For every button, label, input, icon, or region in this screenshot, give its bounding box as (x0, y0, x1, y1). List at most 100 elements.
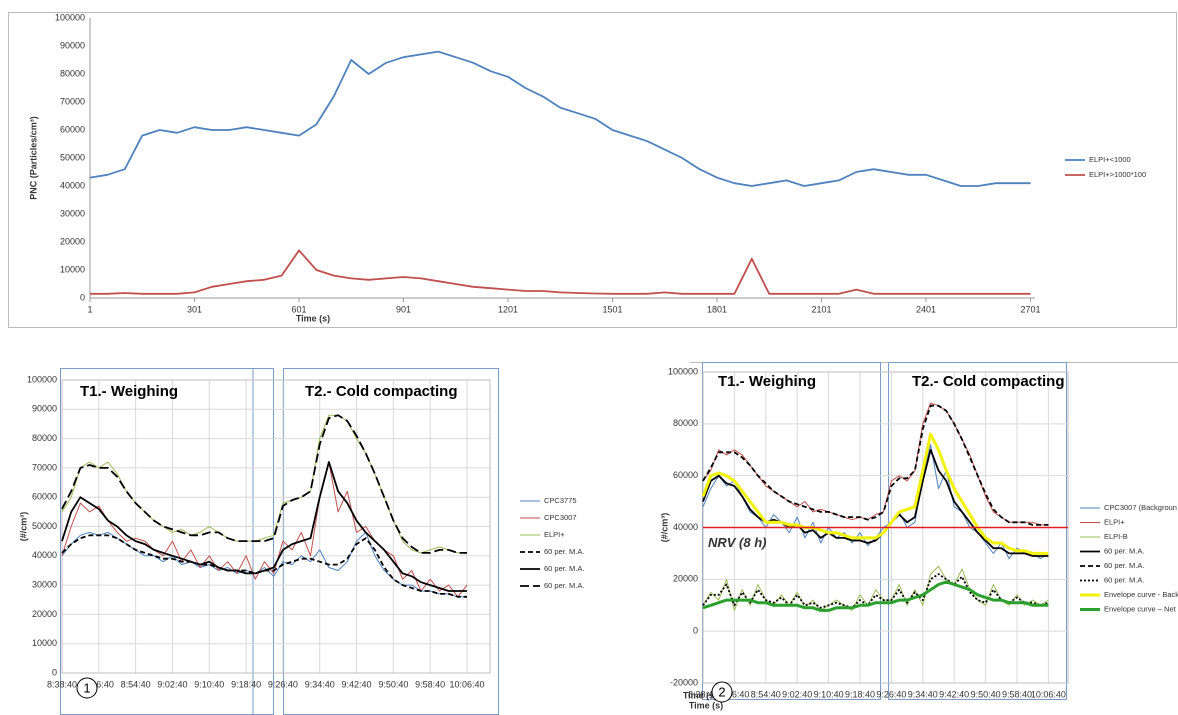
x-tick-label: 9:50:40 (971, 689, 1001, 699)
y-tick-label: -20000 (670, 677, 698, 687)
y-tick-label: 0 (80, 292, 85, 302)
series-line (90, 249, 1031, 295)
x-tick-label: 10:06:40 (449, 679, 484, 689)
annotation: T1.- Weighing (80, 383, 178, 400)
annotation: T2.- Cold compacting (305, 383, 458, 400)
x-tick-label: 9:10:40 (814, 689, 844, 699)
series-line (61, 414, 467, 554)
y-axis-label: (#/cm³) (18, 512, 28, 542)
y-tick-label: 60000 (32, 492, 57, 502)
y-tick-label: 60000 (60, 124, 85, 134)
legend-label: 60 per. M.A. (544, 547, 584, 556)
y-tick-label: 20000 (60, 236, 85, 246)
legend-label: CPC3775 (544, 496, 577, 505)
x-tick-label: 9:58:40 (415, 679, 445, 689)
x-tick-label: 9:50:40 (378, 679, 408, 689)
x-tick-label: 9:18:40 (231, 679, 261, 689)
y-tick-label: 100000 (27, 374, 57, 384)
x-tick-label: 2101 (811, 304, 831, 314)
y-tick-label: 50000 (60, 152, 85, 162)
y-tick-label: 40000 (673, 522, 698, 532)
x-tick-label: 2401 (916, 304, 936, 314)
phase-box (888, 362, 1067, 700)
x-tick-label: 9:42:40 (342, 679, 372, 689)
x-tick-label: 8:54:40 (751, 689, 781, 699)
y-tick-label: 60000 (673, 470, 698, 480)
x-tick-label: 9:02:40 (782, 689, 812, 699)
x-tick-label: 9:34:40 (305, 679, 335, 689)
x-tick-label: 8:46:40 (84, 679, 114, 689)
legend-label: CPC3007 (Backgroun (1104, 503, 1177, 512)
legend-label: Envelope curve - Backgrou (1104, 590, 1178, 599)
x-tick-label: 1801 (707, 304, 727, 314)
x-tick-label: 2701 (1020, 304, 1040, 314)
series-line (61, 461, 468, 598)
x-tick-label: 8:38:40 (47, 679, 77, 689)
y-tick-label: 50000 (32, 521, 57, 531)
x-tick-label: 9:10:40 (194, 679, 224, 689)
series-line (89, 50, 1031, 187)
annotation: T2.- Cold compacting (912, 373, 1065, 390)
annotation: T1.- Weighing (718, 373, 816, 390)
legend-label: 60 per. M.A. (1104, 575, 1144, 584)
phase-box (283, 368, 499, 715)
legend-label: Envelope curve – Net sign (1104, 604, 1178, 613)
x-tick-label: 301 (187, 304, 202, 314)
chart-frame (8, 12, 1177, 328)
y-tick-label: 70000 (32, 462, 57, 472)
y-tick-label: 20000 (32, 609, 57, 619)
x-tick-label: 1501 (602, 304, 622, 314)
x-tick-label: 9:02:40 (157, 679, 187, 689)
y-axis-label: (#/cm³) (659, 513, 669, 543)
y-tick-label: 0 (52, 667, 57, 677)
y-tick-label: 0 (693, 626, 698, 636)
x-tick-label: 10:06:40 (1031, 689, 1066, 699)
legend-label: ELPI-B (1104, 532, 1128, 541)
y-tick-label: 10000 (60, 264, 85, 274)
series-line (702, 573, 1049, 609)
y-tick-label: 80000 (32, 433, 57, 443)
series-line (702, 404, 1049, 526)
y-tick-label: 80000 (60, 68, 85, 78)
series-line (702, 580, 1049, 612)
y-tick-label: 30000 (60, 208, 85, 218)
y-tick-label: 70000 (60, 96, 85, 106)
annotation-circle (711, 681, 733, 703)
legend-label: ELPI+ (1104, 517, 1125, 526)
series-line (702, 448, 1049, 557)
y-tick-label: 10000 (32, 638, 57, 648)
legend-label: ELPI+<1000 (1089, 155, 1131, 164)
x-tick-label: 9:18:40 (845, 689, 875, 699)
y-tick-label: 40000 (32, 550, 57, 560)
series-line (61, 461, 467, 592)
x-tick-label: 8:38:40 (688, 689, 718, 699)
y-tick-label: 100000 (668, 366, 698, 376)
x-axis-label: Time (s) (296, 313, 330, 323)
x-axis-label: Time (s) (689, 700, 723, 710)
x-tick-label: 9:42:40 (939, 689, 969, 699)
annotation: 1 (83, 680, 90, 695)
series-line (702, 565, 1049, 611)
x-tick-label: 1201 (498, 304, 518, 314)
series-line (701, 432, 1049, 555)
phase-box (702, 362, 881, 700)
legend-label: 60 per. M.A. (1104, 546, 1144, 555)
x-tick-label: 901 (396, 304, 411, 314)
legend-label: CPC3007 (544, 513, 577, 522)
x-tick-label: 601 (291, 304, 306, 314)
y-tick-label: 80000 (673, 418, 698, 428)
x-tick-label: 9:34:40 (908, 689, 938, 699)
legend-label: 60 per. M.A. (1104, 561, 1144, 570)
y-tick-label: 40000 (60, 180, 85, 190)
reference-label: NRV (8 h) (708, 535, 767, 550)
x-tick-label: 9:26:40 (876, 689, 906, 699)
annotation-circle (76, 677, 98, 699)
y-tick-label: 20000 (673, 574, 698, 584)
annotation: 2 (718, 684, 725, 699)
x-tick-label: 9:58:40 (1002, 689, 1032, 699)
y-tick-label: 30000 (32, 579, 57, 589)
y-axis-label: PNC (Particles/cm³) (28, 116, 38, 200)
y-tick-label: 100000 (55, 12, 85, 22)
